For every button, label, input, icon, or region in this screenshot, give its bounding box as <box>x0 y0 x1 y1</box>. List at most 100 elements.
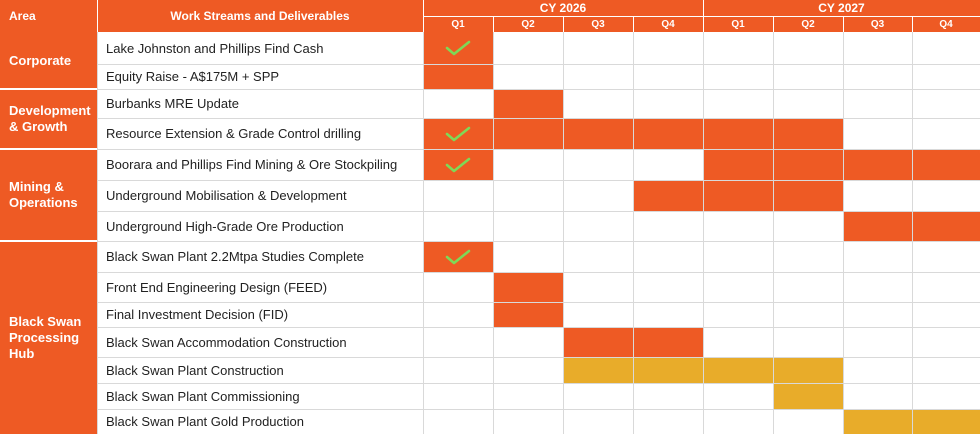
task-label: Front End Engineering Design (FEED) <box>97 272 423 302</box>
empty-cell <box>843 272 912 302</box>
empty-cell <box>423 180 493 211</box>
empty-cell <box>703 64 773 89</box>
empty-cell <box>423 89 493 118</box>
empty-cell <box>843 180 912 211</box>
bar-cell <box>563 357 633 383</box>
bar-cell <box>423 32 493 64</box>
empty-cell <box>563 302 633 327</box>
empty-cell <box>703 409 773 434</box>
task-label: Black Swan Plant Commissioning <box>97 383 423 409</box>
empty-cell <box>773 241 843 272</box>
column-divider <box>633 32 634 434</box>
empty-cell <box>773 302 843 327</box>
empty-cell <box>633 32 703 64</box>
check-icon <box>445 126 471 141</box>
empty-cell <box>912 327 980 357</box>
bar-cell <box>912 409 980 434</box>
task-label: Boorara and Phillips Find Mining & Ore S… <box>97 149 423 180</box>
header-divider <box>843 16 844 32</box>
empty-cell <box>563 180 633 211</box>
empty-cell <box>703 272 773 302</box>
area-divider <box>0 88 97 90</box>
header-divider <box>773 16 774 32</box>
workstreams-header: Work Streams and Deliverables <box>97 0 423 32</box>
empty-cell <box>633 211 703 241</box>
bar-cell <box>423 64 493 89</box>
bar-cell <box>773 149 843 180</box>
empty-cell <box>912 180 980 211</box>
empty-cell <box>493 64 563 89</box>
empty-cell <box>703 327 773 357</box>
empty-cell <box>633 149 703 180</box>
empty-cell <box>563 383 633 409</box>
empty-cell <box>493 327 563 357</box>
empty-cell <box>563 272 633 302</box>
empty-cell <box>843 357 912 383</box>
empty-cell <box>423 327 493 357</box>
area-label: Development & Growth <box>0 89 97 149</box>
area-label: Mining & Operations <box>0 149 97 241</box>
bar-cell <box>633 118 703 149</box>
quarter-header: Q1 <box>423 16 493 32</box>
task-label: Black Swan Plant Construction <box>97 357 423 383</box>
empty-cell <box>912 241 980 272</box>
empty-cell <box>773 32 843 64</box>
row-divider <box>97 383 980 384</box>
row-divider <box>97 118 980 119</box>
empty-cell <box>843 383 912 409</box>
empty-cell <box>493 149 563 180</box>
empty-cell <box>633 409 703 434</box>
bar-cell <box>703 149 773 180</box>
year-header: CY 2026 <box>423 0 703 16</box>
area-divider <box>0 148 97 150</box>
row-divider <box>97 241 980 242</box>
empty-cell <box>563 149 633 180</box>
quarter-header: Q1 <box>703 16 773 32</box>
bar-cell <box>843 409 912 434</box>
check-icon <box>445 157 471 172</box>
empty-cell <box>493 180 563 211</box>
empty-cell <box>633 272 703 302</box>
empty-cell <box>773 409 843 434</box>
quarter-header: Q4 <box>633 16 703 32</box>
row-divider <box>97 64 980 65</box>
empty-cell <box>773 64 843 89</box>
bar-cell <box>423 241 493 272</box>
task-label: Underground Mobilisation & Development <box>97 180 423 211</box>
task-label: Underground High-Grade Ore Production <box>97 211 423 241</box>
row-divider <box>97 180 980 181</box>
empty-cell <box>493 32 563 64</box>
bar-cell <box>703 180 773 211</box>
bar-cell <box>912 211 980 241</box>
task-label: Lake Johnston and Phillips Find Cash <box>97 32 423 64</box>
empty-cell <box>843 89 912 118</box>
empty-cell <box>843 118 912 149</box>
task-label: Final Investment Decision (FID) <box>97 302 423 327</box>
bar-cell <box>493 118 563 149</box>
row-divider <box>97 89 980 90</box>
task-label: Black Swan Accommodation Construction <box>97 327 423 357</box>
quarter-header: Q2 <box>773 16 843 32</box>
empty-cell <box>423 409 493 434</box>
empty-cell <box>423 272 493 302</box>
column-divider <box>843 32 844 434</box>
empty-cell <box>633 383 703 409</box>
empty-cell <box>563 211 633 241</box>
bar-cell <box>633 357 703 383</box>
empty-cell <box>843 327 912 357</box>
empty-cell <box>493 241 563 272</box>
empty-cell <box>563 89 633 118</box>
task-label: Resource Extension & Grade Control drill… <box>97 118 423 149</box>
column-divider <box>563 32 564 434</box>
row-divider <box>97 149 980 150</box>
bar-cell <box>773 357 843 383</box>
row-divider <box>97 302 980 303</box>
empty-cell <box>773 89 843 118</box>
area-label: Black Swan Processing Hub <box>0 241 97 434</box>
bar-cell <box>563 327 633 357</box>
bar-cell <box>633 180 703 211</box>
header-divider <box>633 16 634 32</box>
bar-cell <box>703 357 773 383</box>
quarter-header: Q2 <box>493 16 563 32</box>
